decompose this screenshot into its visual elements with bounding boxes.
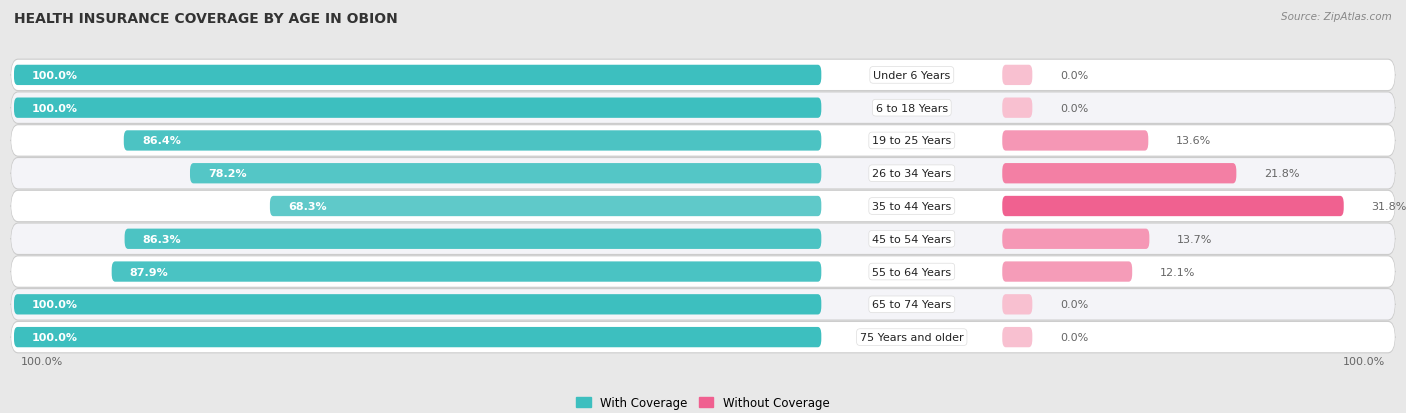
FancyBboxPatch shape xyxy=(11,126,1395,156)
FancyBboxPatch shape xyxy=(190,164,821,184)
FancyBboxPatch shape xyxy=(125,229,821,249)
FancyBboxPatch shape xyxy=(1002,131,1149,151)
FancyBboxPatch shape xyxy=(11,322,1395,352)
Text: 75 Years and older: 75 Years and older xyxy=(860,332,963,342)
FancyBboxPatch shape xyxy=(1002,196,1344,217)
Text: 65 to 74 Years: 65 to 74 Years xyxy=(872,299,952,310)
Text: 13.7%: 13.7% xyxy=(1177,234,1212,244)
Text: HEALTH INSURANCE COVERAGE BY AGE IN OBION: HEALTH INSURANCE COVERAGE BY AGE IN OBIO… xyxy=(14,12,398,26)
Text: 12.1%: 12.1% xyxy=(1160,267,1195,277)
Text: 100.0%: 100.0% xyxy=(32,332,79,342)
FancyBboxPatch shape xyxy=(11,191,1395,222)
FancyBboxPatch shape xyxy=(14,294,821,315)
FancyBboxPatch shape xyxy=(11,256,1395,287)
FancyBboxPatch shape xyxy=(11,126,1395,157)
FancyBboxPatch shape xyxy=(11,192,1395,221)
FancyBboxPatch shape xyxy=(1002,66,1032,86)
FancyBboxPatch shape xyxy=(11,322,1395,353)
FancyBboxPatch shape xyxy=(124,131,821,151)
Text: 19 to 25 Years: 19 to 25 Years xyxy=(872,136,952,146)
FancyBboxPatch shape xyxy=(1002,262,1132,282)
FancyBboxPatch shape xyxy=(270,196,821,217)
Text: 100.0%: 100.0% xyxy=(32,71,79,81)
Text: 86.3%: 86.3% xyxy=(142,234,181,244)
FancyBboxPatch shape xyxy=(11,224,1395,254)
Text: 13.6%: 13.6% xyxy=(1177,136,1212,146)
Text: 6 to 18 Years: 6 to 18 Years xyxy=(876,103,948,114)
Text: 0.0%: 0.0% xyxy=(1060,103,1088,114)
FancyBboxPatch shape xyxy=(11,223,1395,255)
FancyBboxPatch shape xyxy=(11,290,1395,320)
FancyBboxPatch shape xyxy=(14,327,821,347)
Text: 86.4%: 86.4% xyxy=(142,136,181,146)
FancyBboxPatch shape xyxy=(14,98,821,119)
Text: 55 to 64 Years: 55 to 64 Years xyxy=(872,267,952,277)
Text: 0.0%: 0.0% xyxy=(1060,332,1088,342)
FancyBboxPatch shape xyxy=(1002,327,1032,347)
Text: 68.3%: 68.3% xyxy=(288,202,326,211)
FancyBboxPatch shape xyxy=(11,159,1395,189)
FancyBboxPatch shape xyxy=(11,158,1395,190)
FancyBboxPatch shape xyxy=(11,93,1395,123)
FancyBboxPatch shape xyxy=(11,289,1395,320)
Text: 100.0%: 100.0% xyxy=(21,356,63,366)
FancyBboxPatch shape xyxy=(11,61,1395,91)
Text: 100.0%: 100.0% xyxy=(1343,356,1385,366)
Legend: With Coverage, Without Coverage: With Coverage, Without Coverage xyxy=(572,392,834,413)
Text: 0.0%: 0.0% xyxy=(1060,71,1088,81)
Text: 100.0%: 100.0% xyxy=(32,299,79,310)
Text: 26 to 34 Years: 26 to 34 Years xyxy=(872,169,952,179)
FancyBboxPatch shape xyxy=(111,262,821,282)
Text: 45 to 54 Years: 45 to 54 Years xyxy=(872,234,952,244)
Text: Under 6 Years: Under 6 Years xyxy=(873,71,950,81)
FancyBboxPatch shape xyxy=(1002,98,1032,119)
FancyBboxPatch shape xyxy=(11,93,1395,124)
Text: 31.8%: 31.8% xyxy=(1372,202,1406,211)
FancyBboxPatch shape xyxy=(1002,294,1032,315)
Text: 78.2%: 78.2% xyxy=(208,169,246,179)
Text: 21.8%: 21.8% xyxy=(1264,169,1299,179)
FancyBboxPatch shape xyxy=(1002,229,1149,249)
FancyBboxPatch shape xyxy=(11,257,1395,287)
Text: Source: ZipAtlas.com: Source: ZipAtlas.com xyxy=(1281,12,1392,22)
FancyBboxPatch shape xyxy=(14,66,821,86)
FancyBboxPatch shape xyxy=(11,60,1395,91)
Text: 100.0%: 100.0% xyxy=(32,103,79,114)
Text: 0.0%: 0.0% xyxy=(1060,299,1088,310)
Text: 87.9%: 87.9% xyxy=(129,267,169,277)
Text: 35 to 44 Years: 35 to 44 Years xyxy=(872,202,952,211)
FancyBboxPatch shape xyxy=(1002,164,1236,184)
